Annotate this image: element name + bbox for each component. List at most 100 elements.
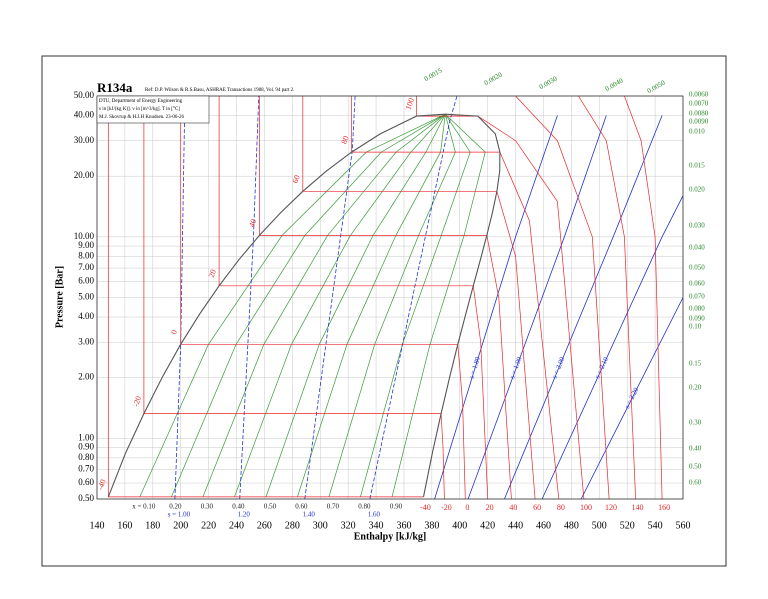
y-tick-label: 9.00 bbox=[78, 240, 94, 250]
x-tick-label: 320 bbox=[341, 520, 356, 531]
volume-label: 0.0015 bbox=[423, 66, 444, 83]
y-tick-label: 30.00 bbox=[74, 135, 95, 145]
note: DTU, Department of Energy Engineering bbox=[99, 99, 183, 104]
y-tick-label: 5.00 bbox=[78, 292, 94, 302]
curve bbox=[467, 115, 607, 499]
volume-label: 0.090 bbox=[689, 315, 705, 323]
y-tick-label: 1.00 bbox=[78, 432, 94, 442]
x-tick-label: 280 bbox=[285, 520, 300, 531]
y-tick-label: 0.90 bbox=[78, 442, 94, 452]
volume-label: 0.030 bbox=[689, 222, 705, 230]
entropy-label: s = 1.90 bbox=[508, 355, 523, 379]
curve bbox=[434, 115, 558, 499]
curve bbox=[174, 96, 186, 499]
volume-label: 0.040 bbox=[689, 244, 705, 252]
temperature-label: 60 bbox=[291, 174, 302, 185]
curves bbox=[107, 96, 683, 499]
entropy-label: s = 1.80 bbox=[468, 355, 482, 379]
volume-label: 0.0020 bbox=[483, 70, 504, 87]
temperature-label: 40 bbox=[247, 218, 258, 229]
quality-label: x = 0.10 bbox=[132, 503, 156, 511]
x-tick-label: 160 bbox=[117, 520, 132, 531]
volume-label: 0.30 bbox=[689, 419, 702, 427]
temperature-label: -20 bbox=[441, 503, 452, 512]
y-tick-label: 3.00 bbox=[78, 336, 94, 346]
temperature-label: 20 bbox=[486, 503, 494, 512]
curve bbox=[624, 96, 663, 499]
entropy-label: s = 1.00 bbox=[168, 511, 191, 519]
temperature-label: 40 bbox=[509, 503, 517, 512]
volume-label: 0.015 bbox=[689, 162, 705, 170]
y-tick-label: 7.00 bbox=[78, 262, 94, 272]
y-tick-label: 6.00 bbox=[78, 276, 94, 286]
volume-label: 0.020 bbox=[689, 186, 705, 194]
plot-border bbox=[96, 95, 684, 500]
x-tick-label: 340 bbox=[369, 520, 384, 531]
curve bbox=[578, 96, 636, 499]
curve bbox=[202, 113, 446, 498]
quality-label: 0.30 bbox=[201, 503, 214, 511]
curve bbox=[369, 96, 458, 499]
temperature-label: 160 bbox=[658, 503, 670, 512]
temperature-label: 100 bbox=[404, 97, 417, 111]
x-tick-label: 400 bbox=[452, 520, 467, 531]
volume-label: 0.60 bbox=[689, 479, 702, 487]
temperature-label: 0 bbox=[465, 503, 469, 512]
temperature-label: 140 bbox=[632, 503, 644, 512]
volume-label: 0.50 bbox=[689, 463, 702, 471]
curve bbox=[541, 195, 683, 499]
x-tick-label: 200 bbox=[173, 520, 188, 531]
temperature-label: 80 bbox=[557, 503, 565, 512]
x-tick-label: 520 bbox=[620, 520, 635, 531]
volume-label: 0.0030 bbox=[538, 74, 559, 91]
temperature-label: 100 bbox=[580, 503, 592, 512]
temperature-label: 80 bbox=[339, 135, 350, 146]
temperature-label: 60 bbox=[533, 503, 541, 512]
volume-label: 0.10 bbox=[689, 323, 702, 331]
y-tick-label: 0.60 bbox=[78, 477, 94, 487]
curve bbox=[580, 297, 683, 499]
x-tick-label: 300 bbox=[313, 520, 328, 531]
y-tick-label: 0.80 bbox=[78, 452, 94, 462]
note: s in [kJ/(kg K)]. v in [m^3/kg]. T in [°… bbox=[99, 107, 180, 112]
y-tick-label: 50.00 bbox=[74, 90, 95, 100]
note: M.J. Skovrup & H.J.H Knudsen. 23-06-26 bbox=[99, 115, 185, 120]
temperature-label: -40 bbox=[420, 503, 431, 512]
info-box bbox=[96, 95, 210, 124]
x-tick-label: 460 bbox=[536, 520, 551, 531]
curve bbox=[239, 96, 260, 499]
temperature-label: 0 bbox=[169, 329, 179, 336]
entropy-label: s = 2.20 bbox=[623, 386, 640, 410]
grid bbox=[96, 95, 684, 500]
y-tick-label: 2.00 bbox=[78, 372, 94, 382]
quality-label: 0.80 bbox=[358, 503, 371, 511]
x-tick-label: 420 bbox=[480, 520, 495, 531]
volume-label: 0.0060 bbox=[689, 91, 709, 99]
x-tick-label: 540 bbox=[648, 520, 663, 531]
y-tick-label: 0.50 bbox=[78, 493, 94, 503]
curve bbox=[360, 114, 471, 497]
x-tick-label: 560 bbox=[676, 520, 691, 531]
curve bbox=[328, 114, 456, 498]
volume-label: 0.0080 bbox=[689, 110, 709, 118]
quality-label: 0.90 bbox=[390, 503, 403, 511]
chart-title: R134a bbox=[97, 80, 133, 95]
temperature-label: -40 bbox=[96, 478, 108, 491]
curve bbox=[515, 96, 610, 499]
curve bbox=[107, 113, 501, 498]
volume-label: 0.010 bbox=[689, 128, 705, 136]
entropy-label: s = 2.10 bbox=[593, 355, 610, 379]
volume-label: 0.20 bbox=[689, 384, 702, 392]
frame bbox=[41, 55, 727, 567]
quality-label: 0.70 bbox=[327, 503, 340, 511]
x-tick-label: 140 bbox=[90, 520, 105, 531]
entropy-label: 1.20 bbox=[238, 511, 251, 519]
x-tick-label: 240 bbox=[229, 520, 244, 531]
entropy-label: s = 2.00 bbox=[550, 355, 566, 379]
temperature-label: -20 bbox=[131, 395, 143, 408]
volume-label: 0.15 bbox=[689, 360, 702, 368]
x-tick-label: 380 bbox=[424, 520, 439, 531]
volume-label: 0.080 bbox=[689, 305, 705, 313]
entropy-label: 1.60 bbox=[368, 511, 381, 519]
